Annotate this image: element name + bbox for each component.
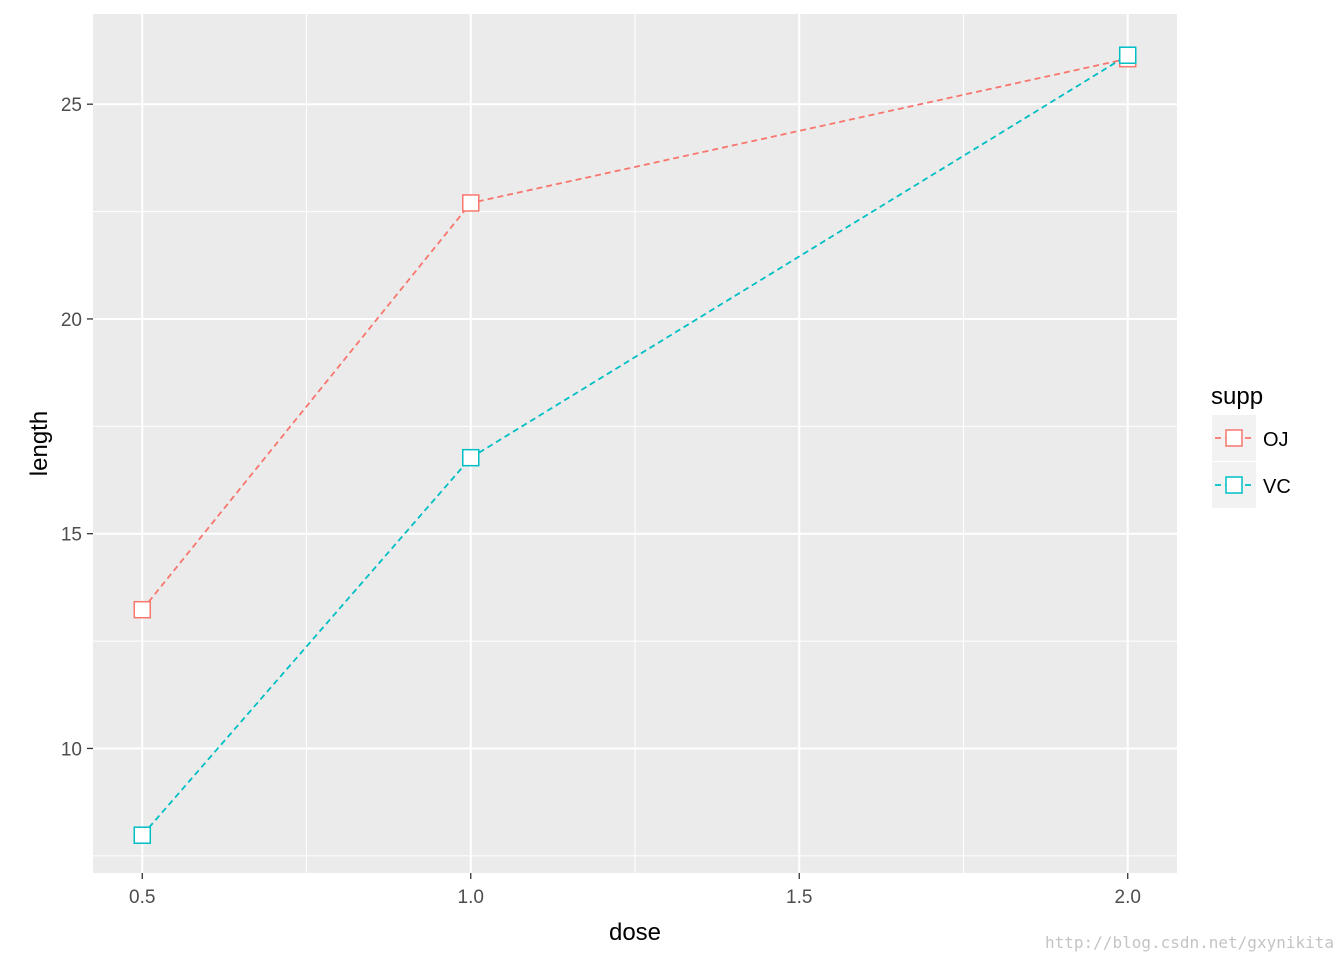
y-tick-label: 20 <box>61 310 82 331</box>
x-axis-ticks: 0.5 1.0 1.5 2.0 <box>129 873 1141 908</box>
x-tick-label: 0.5 <box>129 887 155 908</box>
legend-items: OJ VC <box>1212 415 1291 508</box>
data-point-vc <box>1118 46 1137 64</box>
y-axis-title: length <box>26 411 53 476</box>
legend-key-marker <box>1225 429 1243 447</box>
watermark: http://blog.csdn.net/gxynikita <box>1045 933 1334 952</box>
data-point-vc <box>462 448 480 467</box>
y-tick-label: 10 <box>61 739 82 760</box>
x-tick-label: 2.0 <box>1115 887 1141 908</box>
minor-grid <box>93 14 1177 873</box>
major-grid <box>93 14 1177 873</box>
data-point-oj <box>462 194 480 212</box>
legend: supp OJ VC <box>1211 383 1291 508</box>
legend-title: supp <box>1211 383 1263 410</box>
series-layer <box>133 46 1137 844</box>
y-axis-ticks: 10 15 20 25 <box>61 95 93 760</box>
legend-label-vc: VC <box>1263 476 1291 498</box>
x-axis-title: dose <box>609 919 661 946</box>
y-tick-label: 15 <box>61 525 82 546</box>
data-point-oj <box>133 600 152 619</box>
data-point-vc <box>133 826 152 844</box>
x-tick-label: 1.0 <box>458 887 484 908</box>
legend-key-marker <box>1225 476 1243 494</box>
legend-label-oj: OJ <box>1263 429 1289 451</box>
x-tick-label: 1.5 <box>786 887 812 908</box>
y-tick-label: 25 <box>61 95 82 116</box>
